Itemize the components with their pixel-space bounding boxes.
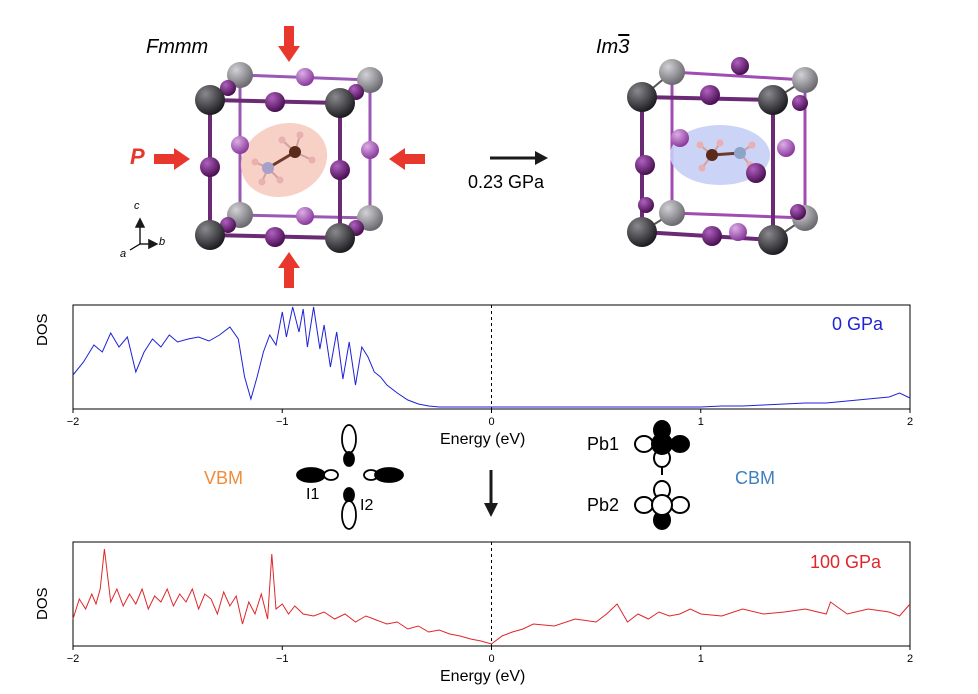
p-orbital-lobe [374,467,404,483]
pb-atom [758,85,788,115]
pb-atom [357,67,383,93]
ma-molecule [251,131,316,186]
i-atom [330,160,350,180]
phase-label-im3-main: Im [596,36,619,58]
pb-atom [659,59,685,85]
pb-atom [227,62,253,88]
i-atom [792,95,808,111]
phase-label-fmmm: Fmmm [146,36,209,58]
y-axis-label-top: DOS [34,313,51,346]
phase-label-im3: Im3 [596,36,629,59]
lead-orbital-diagram [634,420,690,530]
i-atom [746,163,766,183]
phase-label-im3-bar: 3 [618,36,630,58]
axes-triad [129,217,159,251]
pb1-orbital [634,420,690,468]
pressure-label: P [130,144,145,169]
pressure-arrows [154,26,425,288]
pb-atom [792,67,818,93]
i-atom [729,223,747,241]
pb-atom [357,205,383,231]
series-label-0gpa: 0 GPa [832,314,884,334]
pb-atom [325,88,355,118]
x-tick-label: −2 [67,416,80,428]
x-tick-label: 2 [907,416,913,428]
axis-label-a: a [120,248,127,260]
i1-label: I1 [306,486,320,503]
pb-atom [659,200,685,226]
i-atom [296,207,314,225]
pressure-arrow-right [389,148,425,170]
p-orbital-lobe [341,424,357,454]
axis-label-c: c [134,200,140,212]
pressure-arrow-left [154,148,190,170]
i-atom [361,141,379,159]
plot-frame [72,541,911,647]
p-orbital-lobe [343,487,355,503]
p-orbital-lobe [323,469,339,481]
pb2-label: Pb2 [587,495,620,515]
plot-frame [72,304,911,410]
pb-atom [627,217,657,247]
i-atom [731,57,749,75]
i-atom [790,204,806,220]
pressure-arrow-top [278,26,300,62]
i-atom [200,157,220,177]
cbm-label: CBM [735,468,775,488]
i-atom [702,226,722,246]
x-tick-label: −1 [276,653,289,665]
pb2-orbital [634,480,690,530]
dos-panel-0gpa: −2 −1 0 1 2 [67,304,913,428]
x-axis-label-top: Energy (eV) [440,431,526,448]
pressure-arrow-bottom [278,252,300,288]
i-atom [635,155,655,175]
dos-line-100gpa [72,548,911,645]
dos-panel-100gpa: −2 −1 0 1 2 [67,541,913,665]
pb-atom [195,220,225,250]
i-atom [220,217,236,233]
dos-line-0gpa [72,306,911,408]
i-atom [671,129,689,147]
p-orbital-lobe [296,467,326,483]
series-label-100gpa: 100 GPa [810,552,882,572]
i-atom [700,85,720,105]
x-ticks: −2 −1 0 1 2 [67,646,913,665]
x-tick-label: 1 [698,653,704,665]
pb1-label: Pb1 [587,434,620,454]
x-tick-label: 1 [698,416,704,428]
pb-atom [325,223,355,253]
x-axis-label-bottom: Energy (eV) [440,668,526,685]
axis-label-b: b [159,236,166,248]
p-orbital-lobe [341,500,357,530]
x-tick-label: −1 [276,416,289,428]
x-ticks: −2 −1 0 1 2 [67,409,913,428]
pb-atom [758,225,788,255]
pressure-down-arrow [484,470,498,517]
iodine-orbital-diagram [296,424,404,530]
x-tick-label: −2 [67,653,80,665]
i-atom [777,139,795,157]
pb-atom [627,82,657,112]
i-atom [231,136,249,154]
transition-pressure-label: 0.23 GPa [468,172,545,192]
i-atom [265,92,285,112]
p-orbital-lobe [343,451,355,467]
x-tick-label: 0 [488,653,494,665]
i-atom [220,80,236,96]
i-atom [296,68,314,86]
im3-structure [627,57,818,255]
i-atom [638,197,654,213]
x-tick-label: 2 [907,653,913,665]
y-axis-label-bottom: DOS [34,587,51,620]
i2-label: I2 [360,497,374,514]
pb-atom [195,85,225,115]
vbm-label: VBM [204,468,244,488]
i-atom [265,227,285,247]
x-tick-label: 0 [488,416,494,428]
transition-arrow [490,151,548,165]
fmmm-structure [195,62,383,253]
